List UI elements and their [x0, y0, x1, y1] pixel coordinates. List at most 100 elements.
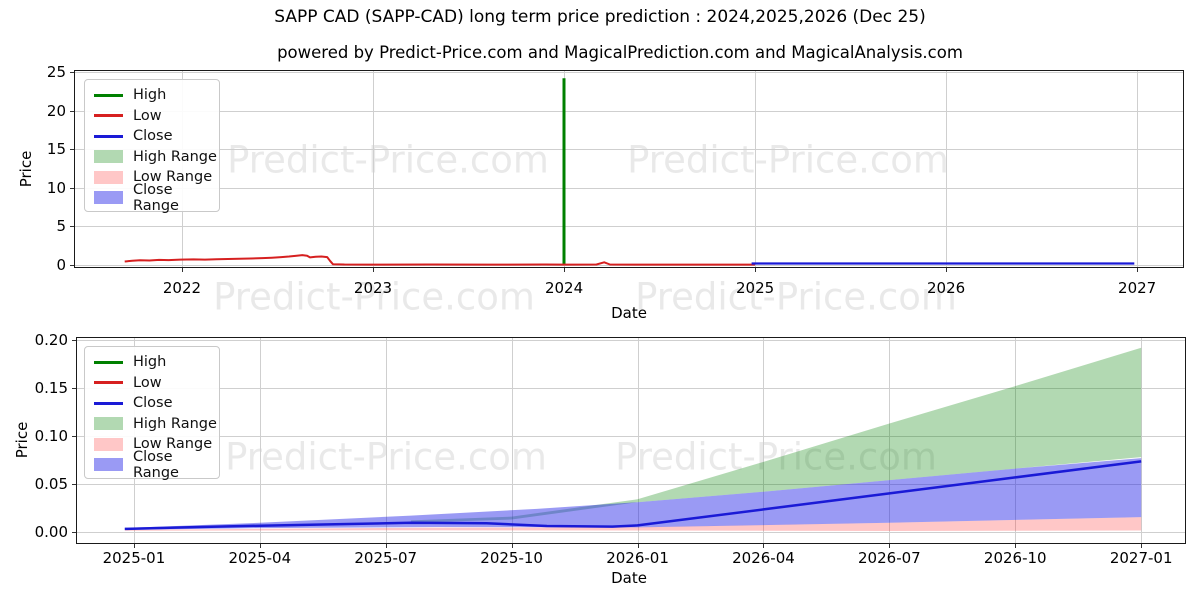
x-tick-mark	[755, 268, 757, 272]
legend-item-high-range: High Range	[85, 147, 219, 168]
y-tick-label: 0.10	[34, 426, 68, 445]
x-tick-label: 2027	[1118, 279, 1157, 297]
y-tick-label: 20	[46, 101, 66, 120]
legend-item-label: Low	[133, 107, 162, 124]
legend-item-close-range: Close Range	[85, 449, 219, 481]
legend-line-swatch	[94, 93, 123, 97]
watermark-text: Predict-Price.com	[615, 435, 937, 479]
page-subtitle: powered by Predict-Price.com and Magical…	[277, 43, 963, 62]
x-tick-label: 2026-04	[732, 549, 795, 567]
y-tick-mark	[70, 149, 74, 151]
gridline-horizontal	[75, 226, 1183, 228]
x-tick-mark	[637, 544, 639, 548]
legend-item-label: Close Range	[133, 448, 179, 481]
gridline-vertical	[1141, 338, 1143, 543]
legend-item-label: Low Range	[133, 436, 213, 453]
legend-item-low-range: Low Range	[85, 434, 219, 455]
gridline-horizontal	[77, 340, 1185, 341]
legend-item-low-range: Low Range	[85, 167, 219, 188]
legend-item-label: Close Range	[133, 181, 179, 214]
x-tick-label: 2025-07	[354, 549, 418, 567]
x-tick-mark	[946, 268, 948, 272]
y-tick-mark	[70, 72, 74, 74]
legend-item-label: High Range	[133, 148, 217, 165]
y-tick-label: 5	[56, 217, 66, 236]
gridline-vertical	[1137, 71, 1139, 267]
watermark-text: Predict-Price.com	[227, 138, 549, 182]
x-tick-mark	[564, 268, 566, 272]
x-tick-label: 2026-01	[606, 549, 669, 567]
close-series	[124, 460, 1142, 531]
y-tick-label: 0.20	[34, 331, 68, 349]
x-tick-label: 2024	[544, 279, 584, 297]
plot-frame	[76, 337, 1186, 544]
legend-item-close-range: Close Range	[85, 182, 219, 214]
close-range-series	[124, 458, 1142, 530]
x-tick-mark	[1137, 268, 1139, 272]
legend-item-close: Close	[85, 126, 219, 147]
legend-patch-swatch	[94, 150, 123, 164]
legend-line-swatch	[94, 381, 123, 385]
legend-item-high: High	[85, 352, 219, 373]
legend-patch-swatch	[94, 170, 123, 184]
legend-item-low: Low	[85, 106, 219, 127]
low-range-series	[124, 517, 1142, 531]
y-tick-label: 25	[46, 63, 66, 82]
legend-patch-swatch	[94, 458, 123, 472]
y-tick-mark	[70, 264, 74, 266]
x-tick-label: 2025-04	[228, 549, 292, 567]
plot-frame	[74, 70, 1184, 268]
y-tick-label: 0	[56, 255, 66, 274]
page-title: SAPP CAD (SAPP-CAD) long term price pred…	[274, 7, 926, 27]
y-tick-label: 0.05	[34, 474, 68, 493]
y-tick-label: 10	[46, 178, 66, 197]
legend-item-label: Close	[133, 395, 173, 412]
y-axis-label-top: Price	[17, 150, 35, 188]
low-series	[124, 254, 756, 266]
x-axis-label-bottom: Date	[611, 569, 647, 587]
gridline-horizontal	[75, 187, 1183, 189]
x-tick-label: 2026-10	[983, 549, 1047, 567]
legend-item-label: High	[133, 87, 167, 104]
gridline-vertical	[1015, 338, 1017, 543]
legend-item-high-range: High Range	[85, 414, 219, 435]
gridline-horizontal	[75, 72, 1183, 74]
x-tick-label: 2025	[735, 279, 775, 297]
x-tick-mark	[511, 544, 513, 548]
y-tick-mark	[72, 340, 76, 341]
gridline-vertical	[763, 338, 765, 543]
legend-item-close: Close	[85, 393, 219, 414]
y-tick-mark	[70, 187, 74, 189]
gridline-vertical	[373, 71, 374, 267]
gridline-horizontal	[77, 531, 1185, 533]
watermark-text: Predict-Price.com	[213, 275, 535, 319]
x-tick-mark	[889, 544, 891, 548]
legend-line-swatch	[94, 134, 123, 138]
y-tick-mark	[72, 531, 76, 533]
legend-line-swatch	[94, 114, 123, 118]
y-tick-label: 0.15	[34, 379, 68, 397]
gridline-horizontal	[75, 149, 1183, 151]
legend-item-high: High	[85, 85, 219, 106]
legend-item-label: Low Range	[133, 169, 213, 186]
x-tick-label: 2026	[927, 279, 966, 297]
y-tick-label: 0.00	[34, 522, 68, 541]
x-tick-mark	[1141, 544, 1143, 548]
gridline-vertical	[755, 71, 757, 267]
y-tick-mark	[72, 388, 76, 389]
x-tick-mark	[763, 544, 765, 548]
legend-patch-swatch	[94, 417, 123, 431]
y-tick-label: 15	[46, 140, 66, 159]
legend-patch-swatch	[94, 191, 123, 205]
gridline-vertical	[946, 71, 948, 267]
watermark-text: Predict-Price.com	[635, 275, 957, 319]
legend-line-swatch	[94, 360, 123, 364]
x-tick-label: 2025-10	[480, 549, 543, 567]
legend-bottom-chart: High Low Close High Range Low Range Close Ran…	[84, 346, 220, 481]
legend-item-label: Close	[133, 128, 173, 145]
gridline-vertical	[259, 338, 261, 543]
legend-item-label: High Range	[133, 415, 217, 432]
high-range-series	[410, 347, 1142, 523]
